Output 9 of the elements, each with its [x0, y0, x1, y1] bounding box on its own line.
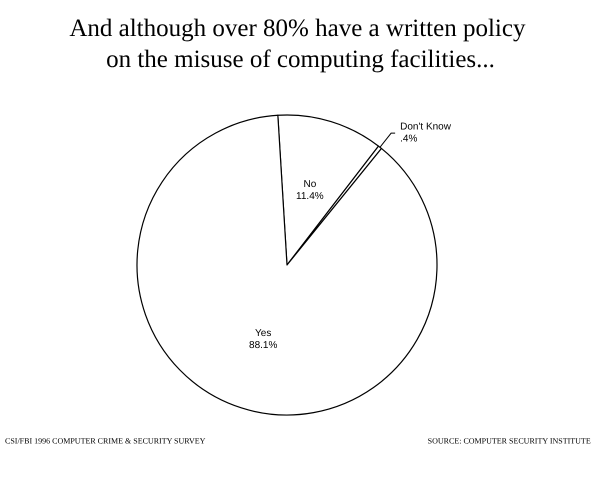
slice-label: Don't Know [400, 122, 452, 133]
data-label: .4% [400, 134, 418, 145]
data-label: 11.4% [296, 190, 324, 202]
chart-title: And although over 80% have a written policy on the misuse of computing facilities... [69, 15, 532, 73]
slice-label: No [303, 178, 317, 190]
data-label: 88.1% [249, 340, 278, 351]
source-note: SOURCE: COMPUTER SECURITY INSTITUTE [428, 436, 591, 446]
slice-label: Yes [255, 328, 272, 339]
text: CSI/FBI 1996 COMPUTER CRIME & SECURITY SURVEY [5, 436, 206, 446]
